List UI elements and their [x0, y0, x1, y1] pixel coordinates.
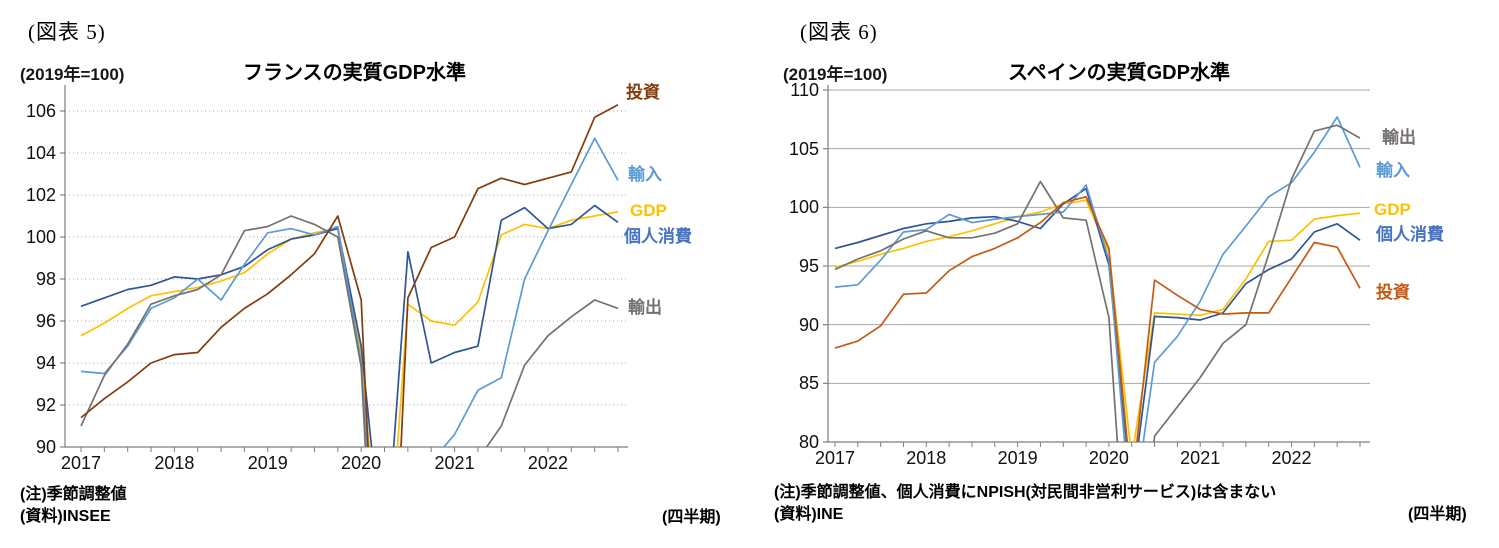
y-axis-label-90: 90 — [798, 314, 819, 335]
y-axis-label-92: 92 — [35, 395, 56, 415]
y-axis-label-90: 90 — [35, 437, 56, 457]
y-axis-label-110: 110 — [790, 80, 819, 100]
figure5-note-2: (資料)INSEE — [20, 508, 111, 525]
legend-label-toshi: 投資 — [626, 83, 660, 102]
figure6-unit-note: (2019年=100) — [783, 65, 888, 84]
series-line-yushutsu — [834, 124, 1361, 442]
figure6-note-1: (注)季節調整値、個人消費にNPISH(対民間非営利サービス)は含まない — [774, 484, 1277, 501]
y-axis-label-102: 102 — [25, 185, 56, 205]
figure5-frequency-label: (四半期) — [662, 509, 721, 526]
y-axis-label-98: 98 — [35, 269, 56, 289]
y-axis-label-80: 80 — [798, 432, 819, 452]
x-axis-year-label-2019: 2019 — [247, 453, 288, 473]
y-axis-label-106: 106 — [25, 101, 56, 121]
series-line-gdp — [834, 199, 1361, 442]
legend-label-gdp: GDP — [630, 201, 667, 220]
figure6-note-2: (資料)INE — [774, 506, 844, 523]
y-axis-label-100: 100 — [788, 197, 819, 218]
x-axis-year-label-2020: 2020 — [1088, 448, 1129, 468]
series-line-kojin-shohi — [80, 204, 619, 447]
x-axis-year-label-2017: 2017 — [60, 453, 102, 473]
legend-label-kojin-shohi: 個人消費 — [1376, 225, 1444, 244]
x-axis-year-label-2022: 2022 — [527, 453, 568, 473]
y-axis-label-94: 94 — [35, 353, 56, 373]
x-axis-year-label-2021: 2021 — [1180, 448, 1221, 468]
y-axis-label-105: 105 — [788, 138, 819, 159]
y-axis-label-104: 104 — [25, 143, 56, 163]
legend-label-yunyu: 輸入 — [628, 165, 662, 184]
legend-label-toshi: 投資 — [1376, 283, 1410, 302]
y-axis-label-85: 85 — [798, 373, 819, 394]
x-axis-year-label-2017: 2017 — [814, 448, 856, 468]
x-axis-year-label-2020: 2020 — [341, 453, 382, 473]
figure6-frequency-label: (四半期) — [1408, 506, 1467, 523]
legend-label-kojin-shohi: 個人消費 — [624, 227, 692, 246]
series-line-toshi — [834, 195, 1361, 442]
legend-label-yushutsu: 輸出 — [1382, 128, 1416, 147]
legend-label-yunyu: 輸入 — [1376, 161, 1410, 180]
legend-label-gdp: GDP — [1374, 200, 1411, 219]
x-axis-year-label-2022: 2022 — [1271, 448, 1312, 468]
legend-label-yushutsu: 輸出 — [628, 298, 662, 317]
y-axis-label-100: 100 — [25, 227, 56, 247]
figure5-note-1: (注)季節調整値 — [20, 486, 127, 503]
series-line-yunyu — [80, 137, 619, 447]
x-axis-year-label-2018: 2018 — [154, 453, 195, 473]
figure6-label: (図表 6) — [800, 20, 878, 44]
y-axis-label-96: 96 — [35, 311, 56, 331]
x-axis-year-label-2019: 2019 — [997, 448, 1038, 468]
figure6-title: スペインの実質GDP水準 — [1008, 62, 1230, 84]
figure5-unit-note: (2019年=100) — [20, 65, 125, 84]
x-axis-year-label-2018: 2018 — [906, 448, 947, 468]
figure5-label: (図表 5) — [28, 20, 106, 44]
figure5-title: フランスの実質GDP水準 — [243, 62, 466, 84]
series-line-kojin-shohi — [834, 187, 1361, 442]
y-axis-label-95: 95 — [798, 256, 819, 276]
series-line-toshi — [80, 103, 619, 447]
series-line-yushutsu — [80, 215, 619, 447]
x-axis-year-label-2021: 2021 — [434, 453, 475, 473]
series-line-gdp — [80, 210, 619, 447]
